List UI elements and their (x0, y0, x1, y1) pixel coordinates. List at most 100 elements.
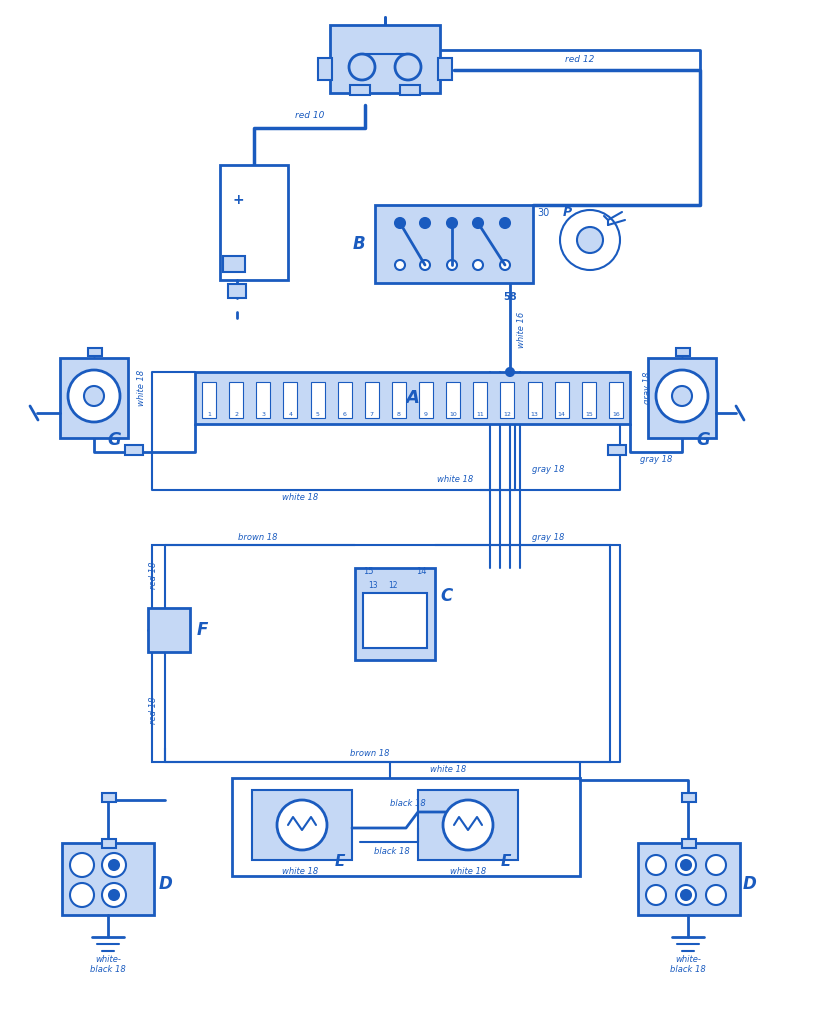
Circle shape (102, 853, 126, 877)
FancyBboxPatch shape (682, 793, 696, 802)
Circle shape (447, 260, 457, 270)
FancyBboxPatch shape (223, 256, 245, 272)
Text: 13: 13 (369, 582, 378, 591)
Circle shape (681, 860, 691, 870)
Text: +: + (232, 193, 244, 207)
Text: black 18: black 18 (374, 848, 410, 856)
Text: white 18: white 18 (430, 766, 466, 774)
Text: 14: 14 (557, 412, 566, 417)
FancyBboxPatch shape (676, 348, 690, 356)
FancyBboxPatch shape (256, 382, 270, 418)
Circle shape (277, 800, 327, 850)
Text: gray 18: gray 18 (640, 456, 672, 465)
Circle shape (473, 260, 483, 270)
Text: C: C (441, 587, 453, 605)
FancyBboxPatch shape (232, 778, 580, 876)
FancyBboxPatch shape (148, 608, 190, 652)
Text: white 18: white 18 (282, 867, 318, 877)
Text: 30: 30 (537, 208, 549, 218)
FancyBboxPatch shape (582, 382, 596, 418)
Circle shape (681, 890, 691, 900)
Text: 5: 5 (315, 412, 319, 417)
Text: red 12: red 12 (565, 55, 595, 65)
FancyBboxPatch shape (364, 382, 379, 418)
FancyBboxPatch shape (330, 25, 440, 93)
FancyBboxPatch shape (363, 593, 427, 648)
FancyBboxPatch shape (438, 58, 452, 80)
Text: D: D (159, 874, 173, 893)
Circle shape (672, 386, 692, 406)
FancyBboxPatch shape (555, 382, 569, 418)
Text: B: B (353, 234, 365, 253)
Circle shape (506, 368, 514, 376)
FancyBboxPatch shape (318, 58, 332, 80)
Text: D: D (743, 874, 757, 893)
FancyBboxPatch shape (608, 445, 626, 455)
Text: brown 18: brown 18 (350, 750, 389, 759)
Text: 15: 15 (363, 567, 374, 577)
Text: A: A (405, 389, 419, 407)
Circle shape (577, 227, 603, 253)
Text: red 18: red 18 (148, 561, 157, 589)
Circle shape (447, 218, 457, 228)
FancyBboxPatch shape (88, 348, 102, 356)
Text: white 18: white 18 (137, 370, 146, 407)
Circle shape (395, 218, 405, 228)
FancyBboxPatch shape (419, 382, 433, 418)
Text: white 18: white 18 (282, 494, 318, 503)
FancyBboxPatch shape (392, 382, 406, 418)
Circle shape (560, 210, 620, 270)
Circle shape (646, 855, 666, 874)
FancyBboxPatch shape (473, 382, 488, 418)
FancyBboxPatch shape (446, 382, 460, 418)
Text: E: E (501, 854, 511, 869)
FancyBboxPatch shape (202, 382, 216, 418)
FancyBboxPatch shape (400, 85, 420, 95)
Circle shape (706, 885, 726, 905)
Circle shape (646, 885, 666, 905)
Circle shape (420, 260, 430, 270)
Circle shape (84, 386, 104, 406)
Text: 6: 6 (343, 412, 347, 417)
Circle shape (70, 853, 94, 877)
FancyBboxPatch shape (338, 382, 352, 418)
FancyBboxPatch shape (638, 843, 740, 915)
FancyBboxPatch shape (60, 358, 128, 438)
Text: white 18: white 18 (450, 867, 486, 877)
Circle shape (109, 860, 119, 870)
Circle shape (68, 370, 120, 422)
Circle shape (395, 54, 421, 80)
Circle shape (706, 855, 726, 874)
Text: 12: 12 (389, 582, 398, 591)
Text: G: G (107, 431, 121, 449)
FancyBboxPatch shape (682, 839, 696, 848)
Text: 1: 1 (207, 412, 211, 417)
Circle shape (420, 218, 430, 228)
Circle shape (473, 218, 483, 228)
Circle shape (500, 218, 510, 228)
Circle shape (676, 855, 696, 874)
Circle shape (443, 800, 493, 850)
Text: P: P (563, 206, 572, 218)
FancyBboxPatch shape (62, 843, 154, 915)
FancyBboxPatch shape (375, 205, 533, 283)
Circle shape (395, 260, 405, 270)
Text: brown 18: brown 18 (238, 532, 278, 542)
FancyBboxPatch shape (102, 793, 116, 802)
Text: 2: 2 (234, 412, 238, 417)
FancyBboxPatch shape (228, 284, 246, 298)
FancyBboxPatch shape (220, 165, 288, 280)
Text: 13: 13 (531, 412, 538, 417)
Text: white 18: white 18 (437, 475, 473, 484)
Text: 12: 12 (503, 412, 512, 417)
Text: G: G (696, 431, 710, 449)
Text: gray 18: gray 18 (643, 372, 652, 404)
Text: black 18: black 18 (670, 965, 706, 974)
Text: 14: 14 (417, 567, 427, 577)
Text: F: F (196, 621, 208, 639)
Text: 3: 3 (261, 412, 265, 417)
Circle shape (656, 370, 708, 422)
Text: white-: white- (675, 954, 701, 964)
Text: black 18: black 18 (90, 965, 126, 974)
FancyBboxPatch shape (527, 382, 542, 418)
